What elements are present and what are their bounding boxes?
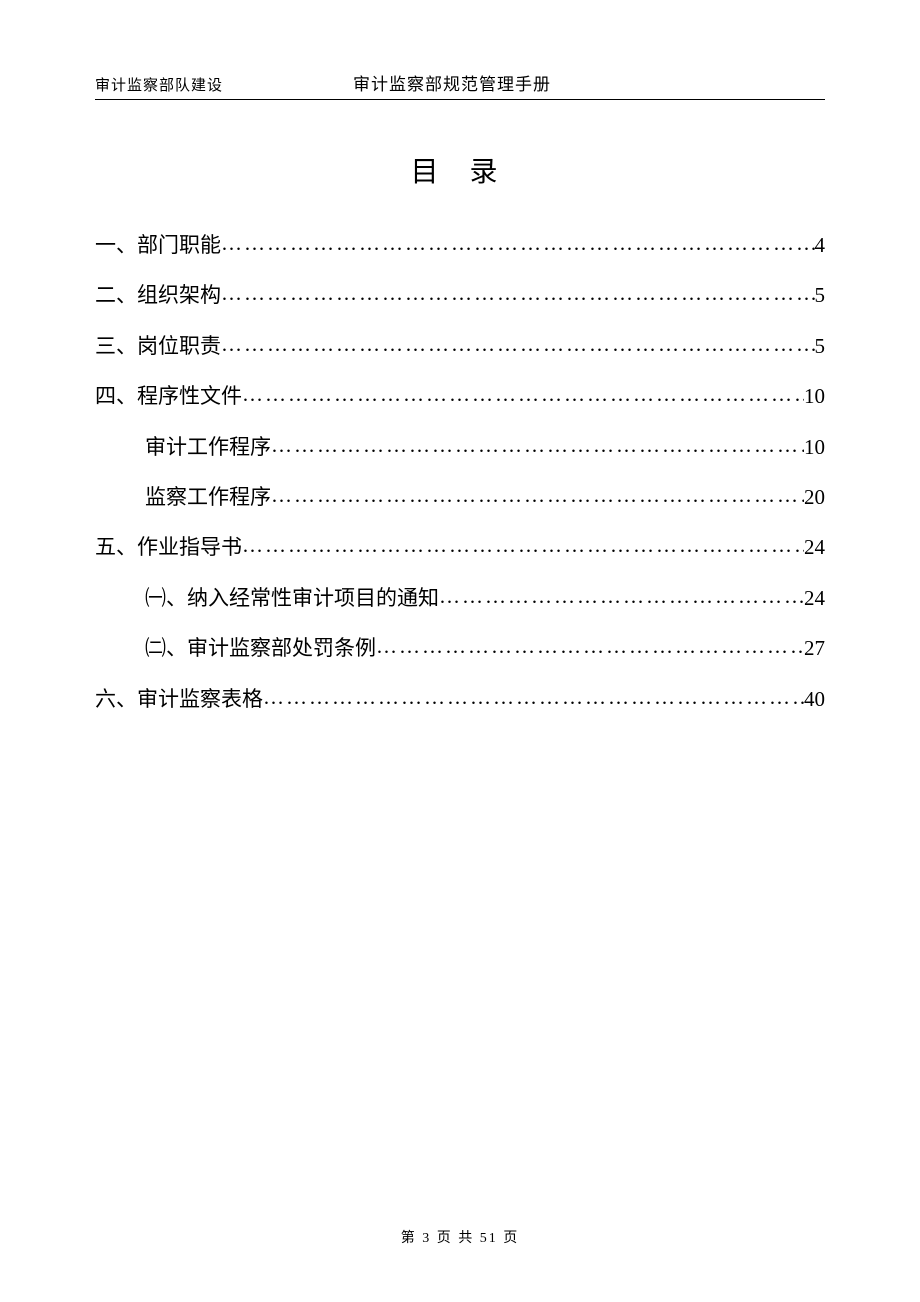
toc-entry-label: 一、部门职能 bbox=[95, 220, 221, 270]
toc-entry-page: 5 bbox=[815, 270, 826, 320]
page-footer: 第 3 页 共 51 页 bbox=[0, 1227, 920, 1247]
toc-entry: 三、岗位职责 5 bbox=[95, 321, 825, 371]
toc-entry-page: 5 bbox=[815, 321, 826, 371]
toc-entry-page: 20 bbox=[804, 472, 825, 522]
toc-entry-page: 24 bbox=[804, 522, 825, 572]
toc-entry: ㈡、审计监察部处罚条例 27 bbox=[95, 623, 825, 673]
toc-entry-label: ㈠、纳入经常性审计项目的通知 bbox=[95, 573, 439, 623]
toc-leader-dots bbox=[221, 268, 815, 318]
footer-page-number: 第 3 页 共 51 页 bbox=[401, 1231, 520, 1246]
toc-entry: ㈠、纳入经常性审计项目的通知 24 bbox=[95, 573, 825, 623]
toc-entry-label: 六、审计监察表格 bbox=[95, 674, 263, 724]
toc-entry-label: 监察工作程序 bbox=[95, 472, 271, 522]
toc-entry: 二、组织架构 5 bbox=[95, 270, 825, 320]
toc-entry-page: 27 bbox=[804, 623, 825, 673]
toc-title: 目 录 bbox=[95, 150, 825, 190]
toc-entry: 六、审计监察表格 40 bbox=[95, 674, 825, 724]
toc-entry-page: 40 bbox=[804, 674, 825, 724]
toc-leader-dots bbox=[376, 621, 804, 671]
toc-entry-label: 五、作业指导书 bbox=[95, 522, 242, 572]
toc-leader-dots bbox=[242, 369, 804, 419]
toc-entry-label: ㈡、审计监察部处罚条例 bbox=[95, 623, 376, 673]
toc-entry-page: 10 bbox=[804, 422, 825, 472]
toc-entry-label: 二、组织架构 bbox=[95, 270, 221, 320]
toc-leader-dots bbox=[221, 218, 815, 268]
toc-leader-dots bbox=[271, 420, 804, 470]
toc-leader-dots bbox=[263, 672, 804, 722]
document-page: 审计监察部队建设 审计监察部规范管理手册 目 录 一、部门职能 4 二、组织架构… bbox=[0, 0, 920, 1302]
page-header: 审计监察部队建设 审计监察部规范管理手册 bbox=[95, 70, 825, 100]
table-of-contents: 一、部门职能 4 二、组织架构 5 三、岗位职责 5 四、程序性文件 10 审计… bbox=[95, 220, 825, 724]
toc-entry-page: 10 bbox=[804, 371, 825, 421]
toc-entry: 四、程序性文件 10 bbox=[95, 371, 825, 421]
header-left-text: 审计监察部队建设 bbox=[95, 74, 223, 95]
toc-entry-page: 4 bbox=[815, 220, 826, 270]
toc-leader-dots bbox=[439, 571, 804, 621]
toc-entry: 审计工作程序 10 bbox=[95, 422, 825, 472]
header-center-text: 审计监察部规范管理手册 bbox=[353, 70, 551, 95]
toc-entry-label: 审计工作程序 bbox=[95, 422, 271, 472]
toc-entry-page: 24 bbox=[804, 573, 825, 623]
toc-entry-label: 四、程序性文件 bbox=[95, 371, 242, 421]
toc-leader-dots bbox=[221, 319, 815, 369]
toc-leader-dots bbox=[271, 470, 804, 520]
toc-entry: 五、作业指导书 24 bbox=[95, 522, 825, 572]
toc-entry: 监察工作程序 20 bbox=[95, 472, 825, 522]
toc-leader-dots bbox=[242, 520, 804, 570]
toc-entry-label: 三、岗位职责 bbox=[95, 321, 221, 371]
toc-entry: 一、部门职能 4 bbox=[95, 220, 825, 270]
